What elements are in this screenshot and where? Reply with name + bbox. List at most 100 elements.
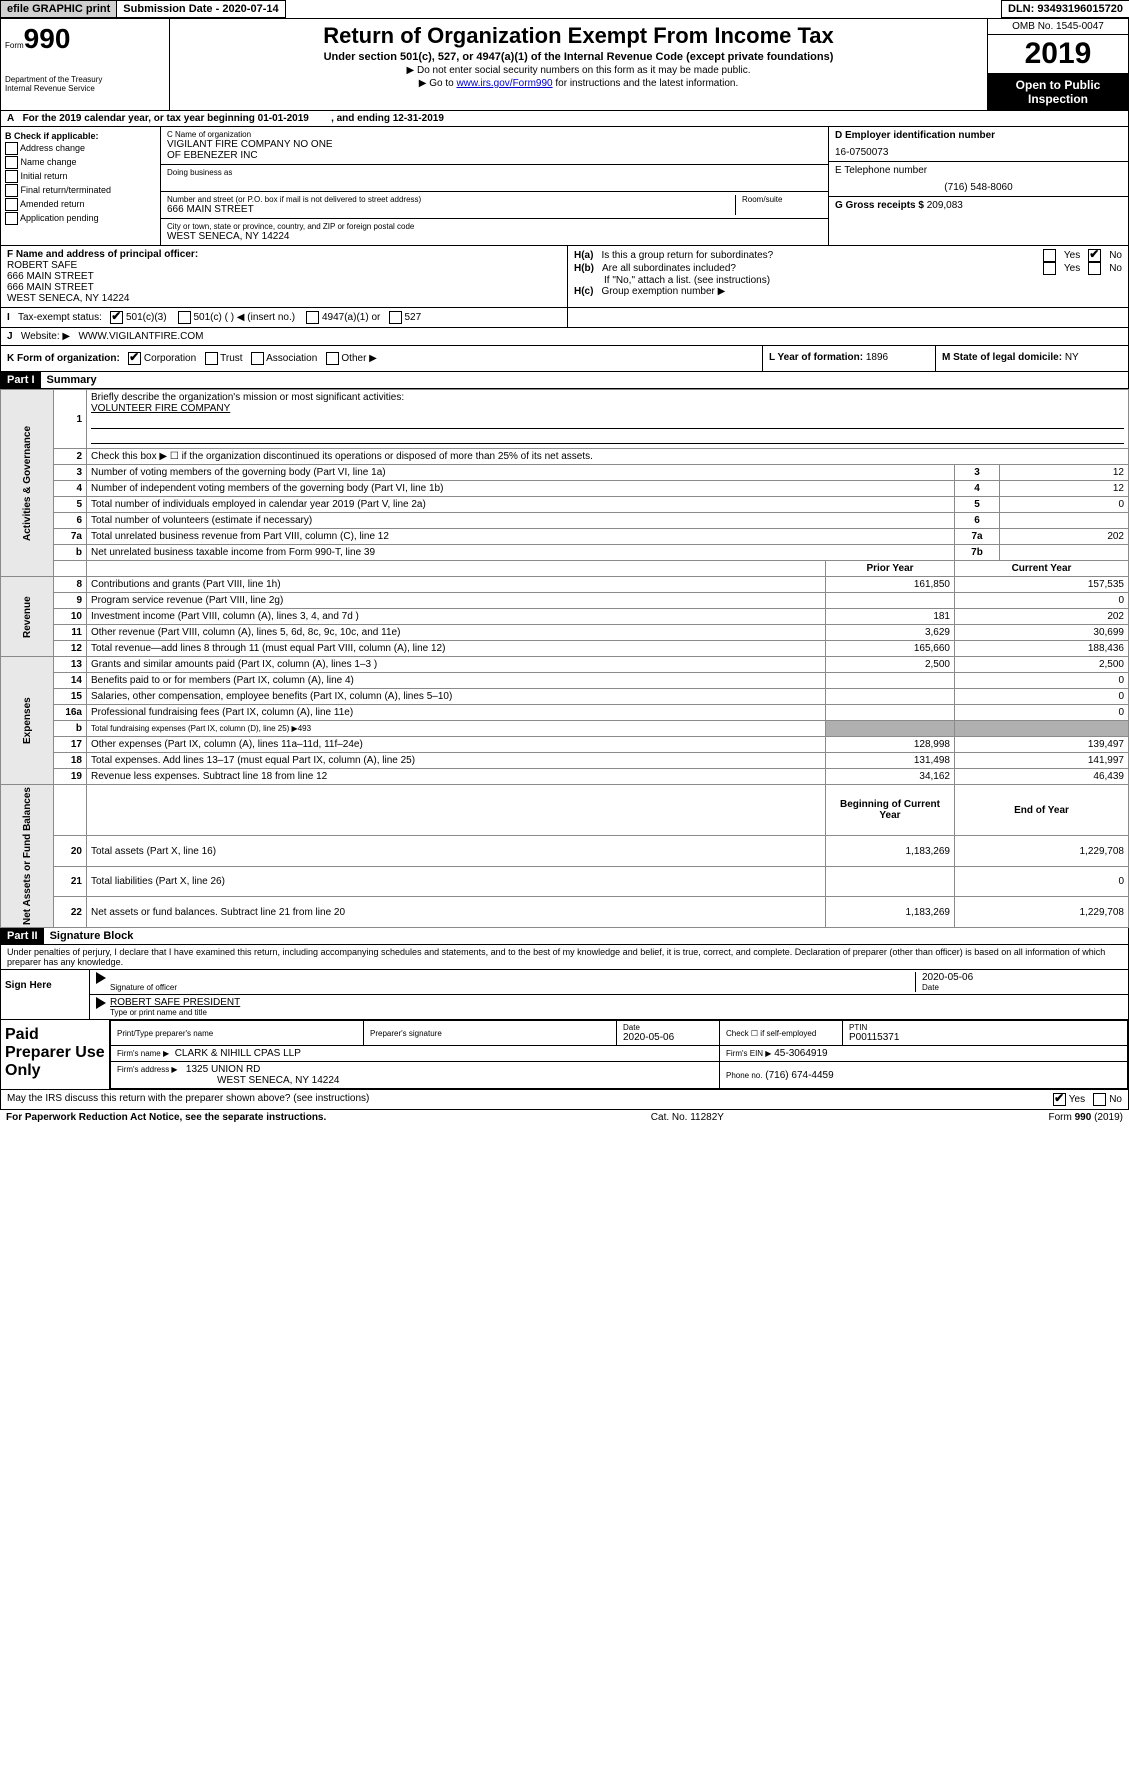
open-to-public: Open to Public Inspection (988, 74, 1128, 110)
period-text: For the 2019 calendar year, or tax year … (23, 113, 309, 124)
header-grid: B Check if applicable: Address change Na… (0, 127, 1129, 246)
chk-initial-return-label: Initial return (21, 171, 68, 181)
ha-yes-chk[interactable] (1043, 249, 1056, 262)
line-4-box: 4 (955, 481, 1000, 497)
mission-blank-2 (91, 431, 1124, 444)
dba-label: Doing business as (167, 168, 822, 177)
line-11-current: 30,699 (955, 625, 1129, 641)
gross-receipts: 209,083 (927, 200, 963, 211)
line-22-end: 1,229,708 (955, 897, 1129, 928)
opt-527: 527 (404, 312, 421, 323)
chk-application-pending[interactable]: Application pending (5, 212, 156, 225)
mission-blank-1 (91, 416, 1124, 429)
m-label: M State of legal domicile: (942, 352, 1062, 363)
discuss-yes-chk[interactable] (1053, 1093, 1066, 1106)
chk-4947[interactable] (306, 311, 319, 324)
chk-501c[interactable] (178, 311, 191, 324)
chk-initial-return[interactable]: Initial return (5, 170, 156, 183)
prep-h4: Check ☐ if self-employed (726, 1029, 836, 1038)
i-text: Tax-exempt status: (18, 312, 102, 323)
summary-row-22: 22Net assets or fund balances. Subtract … (1, 897, 1129, 928)
chk-amended-return[interactable]: Amended return (5, 198, 156, 211)
chk-amended-return-label: Amended return (20, 199, 85, 209)
chk-501c3[interactable] (110, 311, 123, 324)
dln-value: 93493196015720 (1037, 3, 1123, 15)
chk-address-change-label: Address change (20, 143, 85, 153)
submission-date: 2020-07-14 (222, 3, 278, 15)
summary-row-20: 20Total assets (Part X, line 16)1,183,26… (1, 836, 1129, 867)
chk-corp[interactable] (128, 352, 141, 365)
summary-row-4: 4 Number of independent voting members o… (1, 481, 1129, 497)
line-11-desc: Other revenue (Part VIII, column (A), li… (87, 625, 826, 641)
line-20-end: 1,229,708 (955, 836, 1129, 867)
city-state-zip: WEST SENECA, NY 14224 (167, 231, 822, 242)
chk-trust[interactable] (205, 352, 218, 365)
summary-row-13: Expenses 13Grants and similar amounts pa… (1, 657, 1129, 673)
efile-tag: efile GRAPHIC print (0, 0, 117, 18)
line-7a-desc: Total unrelated business revenue from Pa… (87, 529, 955, 545)
tax-year: 2019 (988, 35, 1128, 74)
form990-link[interactable]: www.irs.gov/Form990 (456, 78, 552, 89)
block-f: F Name and address of principal officer:… (1, 246, 568, 307)
sig-officer-label: Signature of officer (110, 983, 915, 992)
chk-final-return[interactable]: Final return/terminated (5, 184, 156, 197)
firm-addr1: 1325 UNION RD (186, 1064, 260, 1075)
line-8-num: 8 (54, 577, 87, 593)
row-klm: K Form of organization: Corporation Trus… (0, 346, 1129, 372)
officer-name: ROBERT SAFE (7, 260, 561, 271)
block-g-label: G Gross receipts $ (835, 200, 924, 211)
chk-527[interactable] (389, 311, 402, 324)
hb-label: H(b) (574, 263, 594, 274)
col-prior: Prior Year (826, 561, 955, 577)
side-revenue: Revenue (1, 577, 54, 657)
hb-no: No (1109, 263, 1122, 274)
line-13-current: 2,500 (955, 657, 1129, 673)
ein-value: 16-0750073 (835, 147, 1122, 158)
summary-row-5: 5 Total number of individuals employed i… (1, 497, 1129, 513)
side-net: Net Assets or Fund Balances (1, 785, 54, 928)
summary-row-14: 14Benefits paid to or for members (Part … (1, 673, 1129, 689)
chk-address-change[interactable]: Address change (5, 142, 156, 155)
period-a: A (7, 113, 14, 124)
hb-yes-chk[interactable] (1043, 262, 1056, 275)
chk-name-change[interactable]: Name change (5, 156, 156, 169)
chk-assoc[interactable] (251, 352, 264, 365)
line-7b-num: b (54, 545, 87, 561)
form-prefix: Form (5, 41, 24, 50)
summary-row-18: 18Total expenses. Add lines 13–17 (must … (1, 753, 1129, 769)
line-11-prior: 3,629 (826, 625, 955, 641)
tax-period-row: A For the 2019 calendar year, or tax yea… (0, 111, 1129, 127)
line-19-num: 19 (54, 769, 87, 785)
org-name-2: OF EBENEZER INC (167, 150, 822, 161)
line-6-num: 6 (54, 513, 87, 529)
ha-label: H(a) (574, 250, 593, 261)
line-16a-prior (826, 705, 955, 721)
column-headers-1: Prior Year Current Year (1, 561, 1129, 577)
page-footer: For Paperwork Reduction Act Notice, see … (0, 1110, 1129, 1125)
summary-row-12: 12Total revenue—add lines 8 through 11 (… (1, 641, 1129, 657)
line-12-current: 188,436 (955, 641, 1129, 657)
opt-assoc: Association (266, 353, 317, 364)
hb-no-chk[interactable] (1088, 262, 1101, 275)
col-end: End of Year (955, 785, 1129, 836)
chk-final-return-label: Final return/terminated (21, 185, 112, 195)
line-14-num: 14 (54, 673, 87, 689)
chk-other[interactable] (326, 352, 339, 365)
chk-application-pending-label: Application pending (20, 213, 99, 223)
firm-name: CLARK & NIHILL CPAS LLP (175, 1048, 301, 1059)
block-e-label: E Telephone number (835, 165, 1122, 176)
hb-text: Are all subordinates included? (602, 263, 1035, 274)
footer-right-form: 990 (1075, 1112, 1092, 1123)
summary-row-19: 19Revenue less expenses. Subtract line 1… (1, 769, 1129, 785)
discuss-yes: Yes (1069, 1094, 1085, 1105)
ha-no-chk[interactable] (1088, 249, 1101, 262)
dln-label: DLN: (1008, 3, 1037, 15)
discuss-no-chk[interactable] (1093, 1093, 1106, 1106)
discuss-text: May the IRS discuss this return with the… (7, 1093, 369, 1106)
firm-addr-label: Firm's address ▶ (117, 1065, 178, 1074)
i-label: I (7, 312, 10, 323)
line-7a-num: 7a (54, 529, 87, 545)
ha-yes: Yes (1064, 250, 1080, 261)
part2-header: Part II (1, 928, 44, 944)
line-3-num: 3 (54, 465, 87, 481)
